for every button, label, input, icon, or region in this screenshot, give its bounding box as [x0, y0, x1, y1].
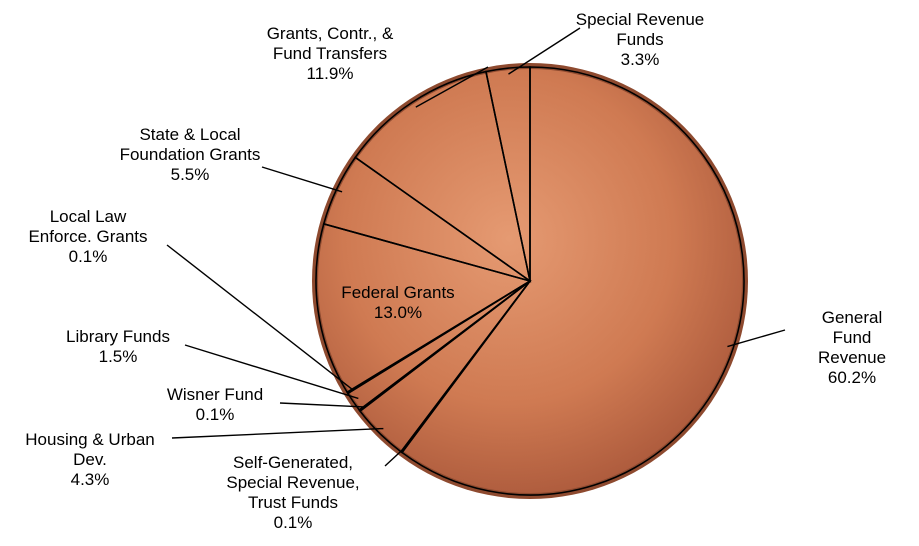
category-label: Self-Generated, Special Revenue, Trust F… [226, 453, 360, 512]
category-label: Local Law Enforce. Grants [28, 207, 148, 246]
category-label: Housing & Urban Dev. [25, 430, 155, 469]
value-label: 0.1% [68, 247, 108, 266]
leader-line [508, 27, 581, 75]
slice-label: General Fund Revenue 60.2% [818, 308, 886, 388]
category-label: Federal Grants [341, 283, 455, 302]
value-label: 1.5% [98, 347, 138, 366]
leader-line [171, 427, 384, 439]
category-label: State & Local Foundation Grants [119, 125, 261, 164]
value-label: 13.0% [373, 303, 423, 322]
value-label: 5.5% [170, 165, 210, 184]
slice-label: Local Law Enforce. Grants 0.1% [28, 207, 147, 267]
pie-slice [484, 66, 531, 282]
value-label: 4.3% [70, 470, 110, 489]
leader-line [166, 244, 354, 391]
leader-line [261, 166, 343, 193]
leader-line [184, 344, 359, 400]
value-label: 0.1% [273, 513, 313, 532]
category-label: General Fund Revenue [817, 308, 887, 367]
slice-label: State & Local Foundation Grants 5.5% [120, 125, 261, 185]
category-label: Wisner Fund [166, 385, 264, 404]
leader-line [727, 329, 786, 348]
value-label: 11.9% [306, 64, 354, 83]
leader-line [279, 402, 365, 408]
slice-label: Federal Grants 13.0% [341, 283, 454, 323]
category-label: Special Revenue Funds [575, 10, 705, 49]
value-label: 60.2% [827, 368, 877, 387]
value-label: 3.3% [620, 50, 660, 69]
category-label: Grants, Contr., & Fund Transfers [266, 24, 394, 63]
slice-label: Library Funds 1.5% [66, 327, 170, 367]
pie-slice [400, 66, 745, 496]
slice-label: Special Revenue Funds 3.3% [576, 10, 705, 70]
leader-line [415, 66, 489, 108]
pie-slice [315, 222, 532, 394]
value-label: 0.1% [195, 405, 235, 424]
category-label: Library Funds [66, 327, 170, 346]
slice-label: Self-Generated, Special Revenue, Trust F… [226, 453, 359, 533]
slice-label: Grants, Contr., & Fund Transfers 11.9% [267, 24, 394, 84]
slice-label: Housing & Urban Dev. 4.3% [25, 430, 154, 490]
slice-label: Wisner Fund 0.1% [167, 385, 263, 425]
